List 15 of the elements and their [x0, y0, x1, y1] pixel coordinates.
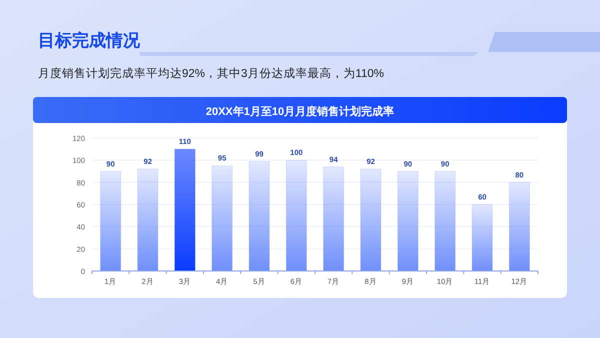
bar — [174, 148, 196, 272]
bar — [212, 165, 233, 272]
chart-title: 20XX年1月至10月月度销售计划完成率 — [206, 105, 394, 118]
bar — [472, 204, 493, 272]
bar — [397, 171, 418, 272]
bar — [360, 168, 382, 272]
text: 月度销售计划完成率平均达92%，其中3月份达成率最高，为110% — [38, 66, 384, 80]
bar — [508, 182, 530, 272]
bar — [286, 160, 307, 272]
bar — [323, 166, 344, 272]
bar — [100, 171, 122, 272]
bar — [434, 171, 456, 272]
bar — [248, 161, 270, 272]
bar — [137, 168, 158, 272]
text: 目标完成情况 — [38, 31, 141, 50]
